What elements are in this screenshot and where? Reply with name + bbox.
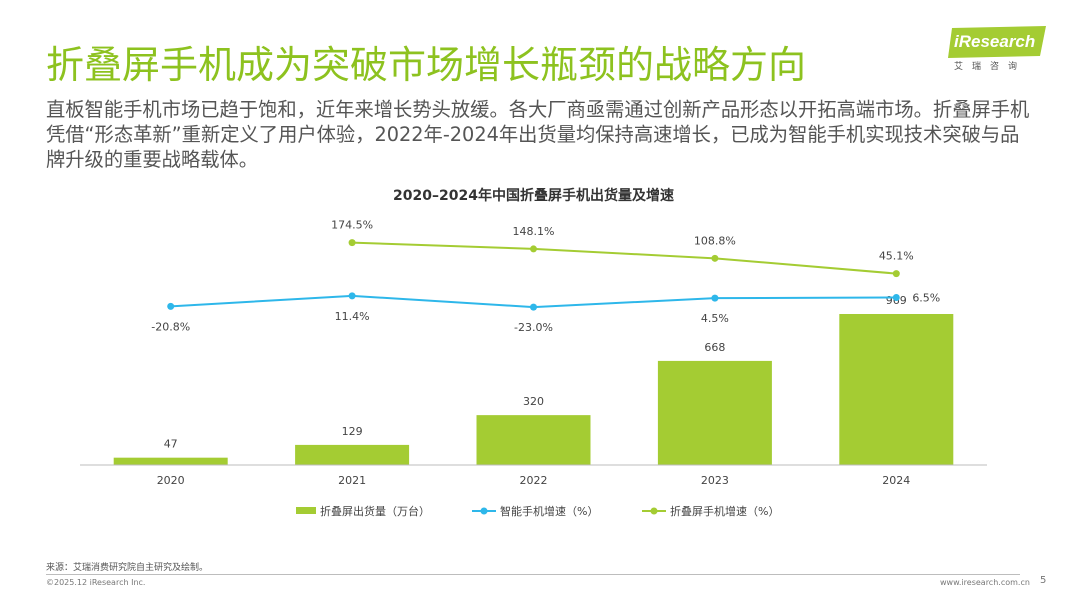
smartphone-growth-point-2022 [530,303,537,311]
foldable-growth-label-2021: 174.5% [331,219,373,232]
bar-2021 [295,444,410,465]
bar-label-2021: 129 [342,425,363,438]
foldable-growth-label-2024: 45.1% [879,250,914,263]
foldable-growth-point-2021 [348,239,356,247]
logo-shape [948,26,1046,58]
legend-swatch-bar [296,507,316,514]
iresearch-logo: iResearch 艾瑞咨询 [948,26,1048,74]
bar-label-2023: 668 [704,341,725,354]
smartphone-growth-label-2024: 6.5% [912,291,940,304]
shipment-chart: 4712932066896920202021202220232024-20.8%… [80,219,987,518]
page-number: 5 [1040,575,1047,586]
smartphone-growth-label-2022: -23.0% [514,321,553,334]
smartphone-growth-point-2024 [892,293,900,301]
logo-subtitle: 艾瑞咨询 [954,62,1027,72]
smartphone-growth-point-2023 [711,294,719,302]
legend-label-bar: 折叠屏出货量（万台） [320,504,430,518]
source-note: 来源：艾瑞消费研究院自主研究及绘制。 [46,563,209,573]
smartphone-growth-label-2023: 4.5% [701,312,729,325]
footer-divider [46,574,1020,575]
foldable-growth-line [352,241,897,275]
x-tick-2024: 2024 [882,474,910,487]
chart-title: 2020–2024年中国折叠屏手机出货量及增速 [393,188,674,204]
smartphone-growth-point-2021 [348,292,356,300]
page-title: 折叠屏手机成为突破市场增长瓶颈的战略方向 [46,43,807,87]
legend-label-smartphone: 智能手机增速（%） [500,504,598,518]
foldable-growth-point-2024 [892,270,900,278]
x-tick-2021: 2021 [338,474,366,487]
logo-text: iResearch [954,32,1036,51]
bar-2024 [839,314,954,465]
x-tick-2020: 2020 [157,474,185,487]
x-tick-2023: 2023 [701,474,729,487]
copyright: ©2025.12 iResearch Inc. [46,578,146,587]
bar-2020 [113,457,228,465]
bar-2023 [657,360,772,465]
legend-label-foldable: 折叠屏手机增速（%） [670,504,779,518]
legend-swatch-foldable-dot [650,507,658,515]
foldable-growth-point-2023 [711,254,719,262]
bar-label-2020: 47 [164,438,178,451]
bar-2022 [476,415,591,465]
smartphone-growth-point-2020 [167,302,175,310]
bar-label-2022: 320 [523,395,544,408]
legend-swatch-smartphone-dot [480,507,488,515]
page-description: 直板智能手机市场已趋于饱和，近年来增长势头放缓。各大厂商亟需通过创新产品形态以开… [46,98,1030,171]
foldable-growth-point-2022 [530,245,537,253]
smartphone-growth-label-2021: 11.4% [335,310,370,323]
foldable-growth-label-2022: 148.1% [513,225,555,238]
smartphone-growth-label-2020: -20.8% [151,320,190,333]
website: www.iresearch.com.cn [940,578,1030,587]
foldable-growth-label-2023: 108.8% [694,234,736,247]
x-tick-2022: 2022 [520,474,548,487]
